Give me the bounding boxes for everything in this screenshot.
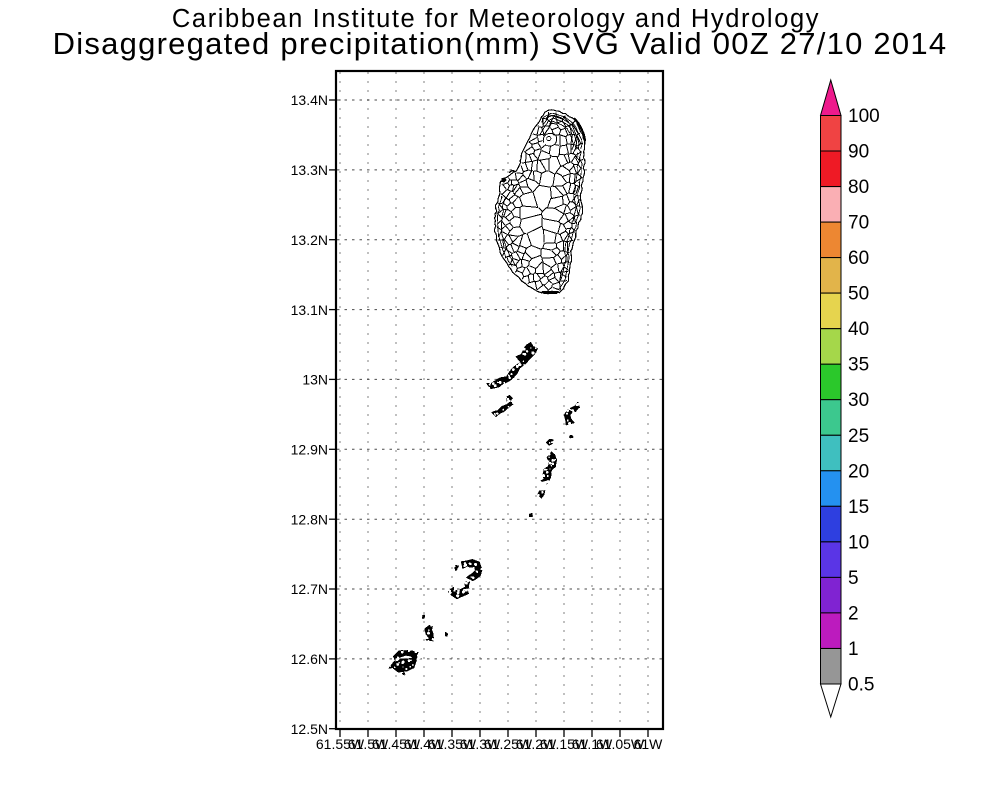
- svg-text:12.8N: 12.8N: [291, 511, 328, 527]
- svg-text:80: 80: [848, 177, 869, 198]
- svg-text:61.15W: 61.15W: [540, 736, 589, 752]
- svg-text:13.1N: 13.1N: [291, 302, 328, 318]
- svg-text:25: 25: [848, 426, 869, 447]
- svg-text:61.35W: 61.35W: [428, 736, 477, 752]
- svg-text:61.55W: 61.55W: [316, 736, 365, 752]
- svg-text:Disaggregated precipitation(mm: Disaggregated precipitation(mm) SVG Vali…: [53, 26, 948, 61]
- svg-text:12.9N: 12.9N: [291, 442, 328, 458]
- svg-text:60: 60: [848, 248, 869, 269]
- svg-text:90: 90: [848, 142, 869, 163]
- svg-text:12.7N: 12.7N: [291, 581, 328, 597]
- svg-text:13.4N: 13.4N: [291, 92, 328, 108]
- svg-text:13.2N: 13.2N: [291, 232, 328, 248]
- svg-text:20: 20: [848, 461, 869, 482]
- svg-text:61.3W: 61.3W: [460, 736, 501, 752]
- svg-text:50: 50: [848, 284, 869, 305]
- svg-text:61.4W: 61.4W: [404, 736, 445, 752]
- svg-text:61.5W: 61.5W: [348, 736, 389, 752]
- svg-text:100: 100: [848, 106, 880, 127]
- svg-text:10: 10: [848, 532, 869, 553]
- svg-text:0.5: 0.5: [848, 675, 874, 696]
- svg-text:30: 30: [848, 390, 869, 411]
- svg-text:61.45W: 61.45W: [372, 736, 421, 752]
- svg-text:1: 1: [848, 639, 859, 660]
- svg-text:61.05W: 61.05W: [596, 736, 645, 752]
- svg-text:61W: 61W: [634, 736, 664, 752]
- svg-text:61.1W: 61.1W: [572, 736, 613, 752]
- svg-text:61.25W: 61.25W: [484, 736, 533, 752]
- svg-text:70: 70: [848, 213, 869, 234]
- svg-text:13N: 13N: [302, 372, 328, 388]
- svg-text:35: 35: [848, 355, 869, 376]
- svg-text:61.2W: 61.2W: [516, 736, 557, 752]
- svg-text:Caribbean Institute for Meteor: Caribbean Institute for Meteorology and …: [172, 5, 820, 33]
- svg-text:2: 2: [848, 603, 859, 624]
- svg-text:12.6N: 12.6N: [291, 651, 328, 667]
- svg-text:5: 5: [848, 568, 859, 589]
- svg-text:12.5N: 12.5N: [291, 721, 328, 737]
- svg-text:40: 40: [848, 319, 869, 340]
- svg-text:13.3N: 13.3N: [291, 162, 328, 178]
- svg-text:15: 15: [848, 497, 869, 518]
